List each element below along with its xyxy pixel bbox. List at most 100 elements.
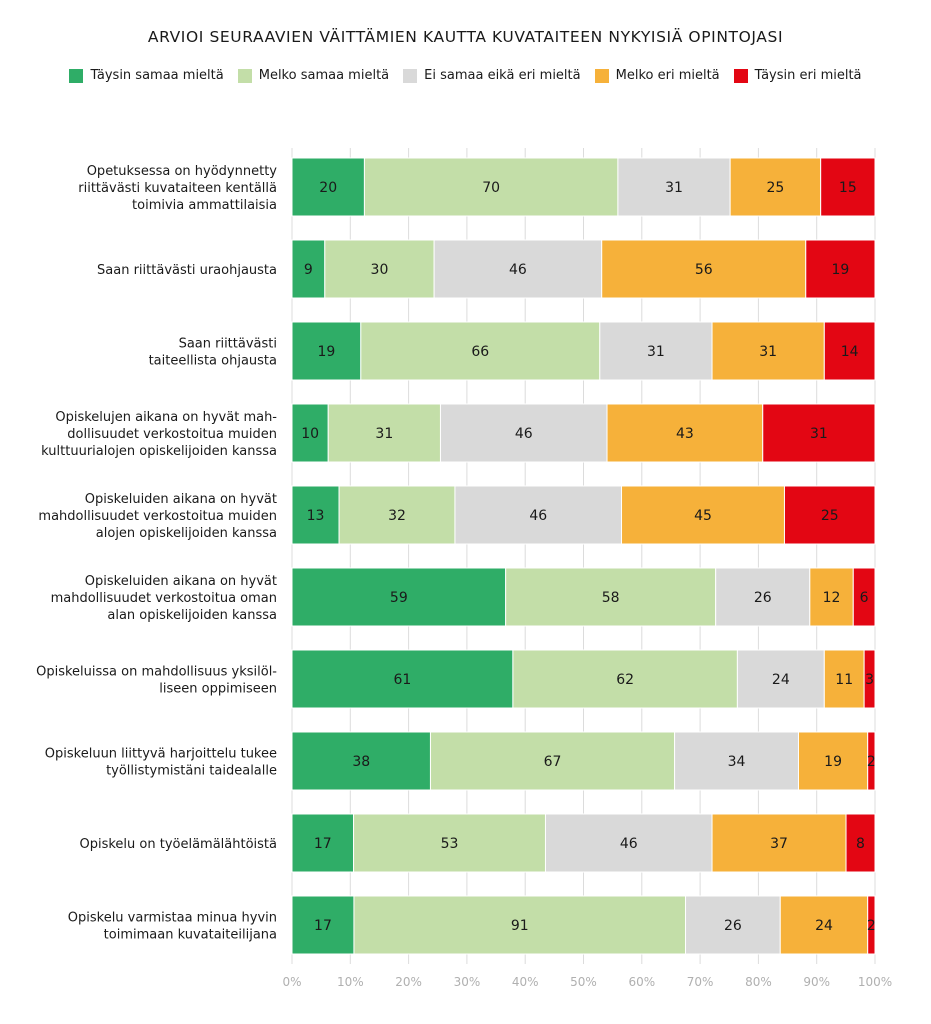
data-label: 91	[511, 918, 529, 934]
bar-segment	[820, 157, 876, 217]
bar-segment	[809, 567, 854, 627]
bar-segment	[291, 567, 507, 627]
data-label: 19	[317, 344, 335, 360]
bar-segment	[601, 239, 807, 299]
legend-item: Täysin samaa mieltä	[69, 68, 224, 83]
data-label: 17	[314, 836, 332, 852]
category-label: mahdollisuudet verkostoitua oman	[51, 591, 277, 606]
data-label: 31	[647, 344, 665, 360]
category-label: taiteellista ohjausta	[149, 354, 277, 369]
bar-segment	[606, 403, 764, 463]
data-label: 46	[529, 508, 547, 524]
category-label: alan opiskelijoiden kanssa	[107, 608, 277, 623]
bar-segment	[599, 321, 713, 381]
category-label: toimimaan kuvataiteilijana	[104, 928, 277, 943]
bar-segment	[715, 567, 811, 627]
data-label: 62	[616, 672, 634, 688]
category-label: kulttuurialojen opiskelijoiden kanssa	[41, 444, 277, 459]
chart-title: ARVIOI SEURAAVIEN VÄITTÄMIEN KAUTTA KUVA…	[147, 28, 784, 46]
bar-segment	[823, 649, 865, 709]
bar-segment	[291, 239, 326, 299]
x-tick-label: 10%	[337, 975, 364, 989]
data-label: 6	[860, 590, 869, 606]
bar-segment	[544, 813, 713, 873]
bar-segment	[512, 649, 738, 709]
bar-segment	[711, 321, 825, 381]
data-label: 3	[865, 672, 874, 688]
bar-segment	[439, 403, 608, 463]
category-label: Opiskeluissa on mahdollisuus yksilöl-	[36, 665, 277, 680]
data-label: 37	[770, 836, 788, 852]
bar-segment	[711, 813, 847, 873]
data-label: 2	[867, 918, 876, 934]
bar-segment	[762, 403, 876, 463]
bar-segment	[338, 485, 456, 545]
x-tick-label: 60%	[628, 975, 655, 989]
data-label: 20	[319, 180, 337, 196]
legend-label: Täysin eri mieltä	[754, 68, 862, 83]
data-label: 2	[867, 754, 876, 770]
data-label: 31	[759, 344, 777, 360]
legend-label: Ei samaa eikä eri mieltä	[424, 68, 581, 83]
category-label: Opiskelu on työelämälähtöistä	[79, 837, 277, 852]
bar-segment	[674, 731, 799, 791]
data-label: 67	[544, 754, 562, 770]
data-label: 19	[831, 262, 849, 278]
data-label: 26	[754, 590, 772, 606]
x-tick-label: 30%	[454, 975, 481, 989]
legend-label: Melko eri mieltä	[615, 68, 720, 83]
bar-segment	[736, 649, 825, 709]
bar-segment	[783, 485, 876, 545]
bar-segment	[291, 321, 362, 381]
bar-segment	[805, 239, 876, 299]
legend-item: Ei samaa eikä eri mieltä	[403, 68, 581, 83]
bar-segment	[845, 813, 876, 873]
category-label: dollisuudet verkostoitua muiden	[67, 427, 277, 442]
data-label: 11	[835, 672, 853, 688]
legend-item: Melko samaa mieltä	[237, 68, 389, 83]
data-label: 17	[314, 918, 332, 934]
x-tick-label: 80%	[745, 975, 772, 989]
x-tick-label: 90%	[803, 975, 830, 989]
data-label: 24	[772, 672, 790, 688]
data-label: 38	[352, 754, 370, 770]
x-tick-label: 100%	[858, 975, 892, 989]
data-label: 12	[823, 590, 841, 606]
legend: Täysin samaa mieltä Melko samaa mieltä Ei …	[0, 68, 931, 83]
bar-segment	[863, 649, 876, 709]
data-label: 9	[304, 262, 313, 278]
data-label: 43	[676, 426, 694, 442]
bar-segment	[353, 813, 546, 873]
data-label: 19	[824, 754, 842, 770]
data-label: 25	[767, 180, 785, 196]
data-label: 14	[841, 344, 859, 360]
data-label: 15	[839, 180, 857, 196]
bar-segment	[291, 895, 355, 955]
data-label: 46	[620, 836, 638, 852]
data-label: 31	[375, 426, 393, 442]
data-label: 53	[441, 836, 459, 852]
category-label: Opiskeluiden aikana on hyvät	[85, 574, 277, 589]
bar-segment	[429, 731, 676, 791]
bar-segment	[685, 895, 781, 955]
bar-segment	[505, 567, 717, 627]
x-tick-label: 40%	[512, 975, 539, 989]
bar-segment	[291, 157, 365, 217]
data-label: 59	[390, 590, 408, 606]
category-label: Opiskelujen aikana on hyvät mah-	[55, 410, 277, 425]
bar-segment	[363, 157, 619, 217]
data-label: 30	[371, 262, 389, 278]
category-label: Opiskelu varmistaa minua hyvin	[68, 911, 277, 926]
data-label: 45	[694, 508, 712, 524]
data-label: 58	[602, 590, 620, 606]
data-label: 26	[724, 918, 742, 934]
data-label: 34	[728, 754, 746, 770]
bar-segment	[353, 895, 687, 955]
data-label: 31	[810, 426, 828, 442]
data-label: 32	[388, 508, 406, 524]
data-label: 70	[482, 180, 500, 196]
category-label: alojen opiskelijoiden kanssa	[96, 526, 277, 541]
data-label: 46	[515, 426, 533, 442]
category-label: liseen oppimiseen	[159, 682, 277, 697]
